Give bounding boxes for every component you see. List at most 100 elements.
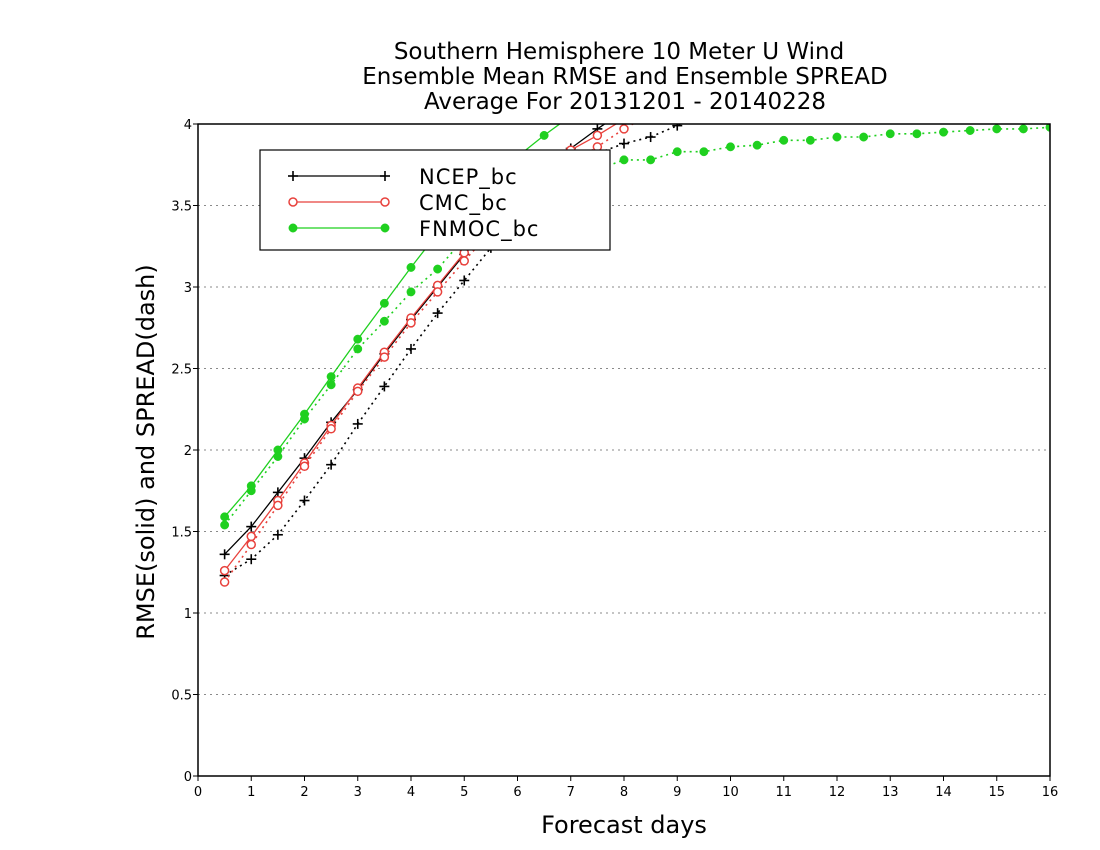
- legend-box: [259, 149, 611, 251]
- data-point-fnmoc-bc-rmse: [326, 372, 336, 382]
- data-point-fnmoc-bc-rmse: [353, 334, 363, 344]
- data-point-ncep-bc-rmse: [246, 521, 257, 532]
- x-tick-label: 10: [722, 785, 739, 800]
- series-line-ncep-bc-spread: [224, 124, 686, 577]
- data-point-fnmoc-bc-spread: [912, 129, 922, 139]
- data-point-fnmoc-bc-rmse: [379, 298, 389, 308]
- data-point-fnmoc-bc-spread: [805, 135, 815, 145]
- chart-title-line-2: Ensemble Mean RMSE and Ensemble SPREAD: [362, 64, 887, 90]
- data-point-fnmoc-bc-spread: [752, 140, 762, 150]
- y-tick-label: 1.5: [171, 526, 192, 541]
- x-tick-label: 2: [300, 785, 308, 800]
- data-point-fnmoc-bc-rmse: [220, 512, 230, 522]
- data-point-fnmoc-bc-spread: [646, 155, 656, 165]
- x-axis-title: Forecast days: [541, 811, 707, 839]
- data-point-ncep-bc-spread: [459, 275, 470, 286]
- legend-label: FNMOC_bc: [419, 217, 539, 242]
- data-point-ncep-bc-spread: [406, 343, 416, 354]
- data-point-ncep-bc-spread: [619, 138, 629, 149]
- x-tick-label: 4: [407, 785, 415, 800]
- data-point-cmc-bc-spread: [406, 318, 416, 328]
- data-point-cmc-bc-rmse: [219, 565, 230, 576]
- y-tick-label: 0.5: [171, 689, 192, 704]
- chart-title-line-3: Average For 20131201 - 20140228: [424, 89, 826, 115]
- data-point-fnmoc-bc-rmse: [406, 262, 416, 272]
- y-tick-label: 2.5: [171, 363, 192, 378]
- x-tick-label: 11: [775, 785, 792, 800]
- data-point-fnmoc-bc-spread: [220, 520, 230, 530]
- legend-label: NCEP_bc: [419, 165, 518, 190]
- data-point-fnmoc-bc-spread: [1045, 124, 1050, 132]
- legend-label: CMC_bc: [419, 191, 508, 216]
- data-point-cmc-bc-rmse: [592, 130, 603, 141]
- data-point-fnmoc-bc-spread: [433, 264, 443, 274]
- data-point-cmc-bc-spread: [619, 124, 629, 134]
- grid: [198, 205, 1050, 695]
- data-point-ncep-bc-spread: [326, 459, 337, 470]
- y-tick-label: 3: [184, 281, 192, 296]
- data-point-fnmoc-bc-spread: [1018, 124, 1028, 134]
- data-point-ncep-bc-rmse: [272, 487, 283, 498]
- data-point-ncep-bc-spread: [246, 554, 257, 565]
- data-point-ncep-bc-spread: [672, 124, 683, 131]
- x-tick-label: 9: [673, 785, 681, 800]
- data-point-ncep-bc-spread: [379, 381, 390, 392]
- data-point-cmc-bc-spread: [459, 256, 469, 266]
- legend-marker: [380, 171, 390, 181]
- x-tick-label: 15: [988, 785, 1005, 800]
- data-point-ncep-bc-rmse: [219, 549, 230, 560]
- data-point-fnmoc-bc-spread: [859, 132, 869, 142]
- y-tick-label: 3.5: [171, 200, 192, 215]
- y-tick-label: 4: [184, 118, 192, 133]
- data-point-fnmoc-bc-rmse: [539, 130, 549, 140]
- legend-marker: [288, 197, 298, 207]
- x-tick-label: 3: [354, 785, 362, 800]
- data-point-fnmoc-bc-spread: [672, 147, 682, 157]
- data-point-cmc-bc-spread: [273, 500, 283, 511]
- series-line-fnmoc-bc-rmse: [224, 124, 561, 518]
- data-point-ncep-bc-spread: [299, 495, 310, 506]
- x-tick-label: 5: [460, 785, 468, 800]
- data-point-ncep-bc-spread: [272, 529, 283, 540]
- x-tick-label: 7: [567, 785, 575, 800]
- data-point-fnmoc-bc-spread: [246, 486, 256, 496]
- x-tick-label: 14: [935, 785, 952, 800]
- legend-marker: [380, 197, 390, 207]
- x-tick-label: 1: [247, 785, 255, 800]
- x-tick-label: 13: [882, 785, 899, 800]
- data-point-fnmoc-bc-spread: [965, 126, 975, 135]
- data-point-cmc-bc-spread: [246, 539, 256, 550]
- data-point-cmc-bc-spread: [219, 577, 230, 587]
- data-point-fnmoc-bc-spread: [885, 129, 895, 139]
- data-point-ncep-bc-spread: [432, 308, 443, 319]
- chart-title-line-1: Southern Hemisphere 10 Meter U Wind: [394, 39, 844, 65]
- data-point-fnmoc-bc-spread: [273, 452, 283, 461]
- y-tick-label: 0: [184, 770, 192, 785]
- data-point-cmc-bc-spread: [326, 424, 336, 434]
- x-tick-label: 8: [620, 785, 628, 800]
- series-line-ncep-bc-rmse: [224, 124, 606, 555]
- y-tick-label: 2: [184, 444, 192, 459]
- legend-marker: [380, 223, 390, 233]
- y-axis-title: RMSE(solid) and SPREAD(dash): [132, 264, 160, 640]
- data-point-fnmoc-bc-spread: [699, 147, 709, 157]
- data-point-cmc-bc-spread: [353, 386, 363, 397]
- data-point-fnmoc-bc-spread: [353, 344, 363, 354]
- data-point-fnmoc-bc-spread: [779, 135, 789, 145]
- data-point-cmc-bc-spread: [432, 287, 443, 297]
- data-point-ncep-bc-spread: [352, 418, 363, 429]
- y-tick-label: 1: [184, 607, 192, 622]
- data-point-ncep-bc-spread: [645, 132, 656, 143]
- data-point-fnmoc-bc-spread: [939, 127, 948, 137]
- legend-marker: [288, 223, 298, 233]
- data-point-fnmoc-bc-spread: [832, 132, 842, 142]
- data-point-fnmoc-bc-spread: [300, 414, 309, 424]
- data-point-cmc-bc-spread: [299, 461, 310, 472]
- series-line-cmc-bc-rmse: [224, 124, 618, 571]
- data-point-cmc-bc-spread: [379, 352, 390, 362]
- legend-marker: [288, 171, 298, 181]
- x-tick-label: 6: [513, 785, 521, 800]
- data-point-fnmoc-bc-spread: [326, 380, 336, 390]
